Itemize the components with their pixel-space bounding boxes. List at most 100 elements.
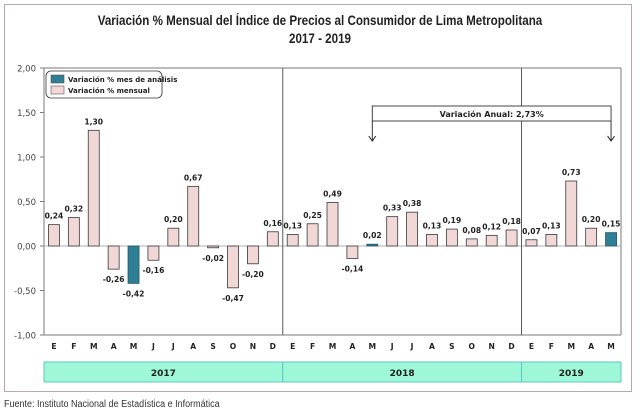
- x-tick-label: F: [71, 342, 76, 351]
- bar: [485, 234, 498, 247]
- chart-subtitle: 2017 - 2019: [289, 31, 351, 46]
- bar: [107, 245, 120, 270]
- x-tick-label: M: [90, 342, 98, 351]
- x-tick-label: F: [310, 342, 315, 351]
- x-tick-label: F: [549, 342, 554, 351]
- x-tick-label: E: [290, 342, 295, 351]
- bar: [426, 234, 438, 247]
- x-tick-label: N: [488, 342, 494, 351]
- x-tick-label: M: [130, 342, 138, 351]
- value-label: -0,20: [242, 270, 264, 279]
- year-label: 2018: [390, 369, 415, 379]
- bar: [286, 234, 299, 247]
- year-label: 2017: [151, 369, 176, 379]
- value-label: 0,16: [263, 219, 282, 228]
- bar: [266, 231, 279, 247]
- chart-frame: [4, 4, 632, 392]
- bar: [525, 239, 538, 247]
- annotation-box: [371, 105, 612, 122]
- x-tick-label: D: [508, 342, 514, 351]
- value-label: -0,42: [123, 289, 145, 298]
- bar: [406, 211, 418, 247]
- legend-label: Variación % mes de análisis: [68, 76, 177, 84]
- x-tick-label: S: [449, 342, 454, 351]
- x-tick-label: J: [390, 342, 394, 351]
- bar: [87, 129, 100, 247]
- value-label: 0,19: [443, 216, 462, 225]
- year-label: 2019: [559, 369, 584, 379]
- x-tick-label: M: [567, 342, 575, 351]
- bars: [48, 129, 617, 289]
- legend-label: Variación % mensual: [68, 87, 150, 95]
- y-tick-label: -1,00: [14, 332, 36, 342]
- y-tick-label: 1,50: [17, 109, 36, 119]
- value-label: 0,07: [522, 227, 541, 236]
- value-label: 0,49: [323, 189, 342, 198]
- x-tick-label: O: [469, 342, 476, 351]
- value-label: 0,32: [64, 205, 83, 214]
- x-tick-label: J: [171, 342, 175, 351]
- year-band: [521, 361, 622, 383]
- value-label: -0,16: [142, 266, 164, 275]
- y-tick-label: 1,00: [17, 154, 36, 164]
- x-tick-label: O: [230, 342, 237, 351]
- bar: [465, 238, 478, 247]
- value-label: 0,08: [462, 226, 481, 235]
- bar-highlight: [366, 243, 379, 247]
- bar: [227, 245, 239, 289]
- bar: [306, 223, 319, 247]
- bar: [48, 224, 60, 247]
- value-labels: 0,240,32 1,30 -0,26 -0,42 -0,16 0,20 0,67 -0,02…: [45, 117, 621, 303]
- value-label: 1,30: [84, 117, 103, 126]
- chart-title-main: Variación % Mensual del Índice de Precio…: [97, 13, 543, 28]
- year-bands: 2017 2018 2019: [43, 361, 622, 383]
- chart-title: Variación % Mensual del Índice de Precio…: [45, 12, 595, 48]
- bar: [346, 245, 359, 259]
- value-label: -0,14: [341, 264, 363, 273]
- value-label: 0,33: [383, 204, 402, 213]
- value-label: 0,13: [423, 221, 442, 230]
- legend-swatch: [50, 85, 65, 95]
- bar: [187, 185, 200, 247]
- x-tick-label: A: [349, 342, 355, 351]
- bar: [167, 227, 180, 247]
- annotation-arrow-head: [368, 135, 377, 142]
- bar-highlight: [605, 232, 617, 247]
- value-label: 0,73: [562, 168, 581, 177]
- y-tick-label: 0,50: [17, 198, 36, 208]
- x-tick-label: A: [429, 342, 435, 351]
- x-tick-label: A: [190, 342, 196, 351]
- x-tick-label: N: [250, 342, 256, 351]
- annotation-text: Variación Anual: 2,73%: [440, 109, 544, 119]
- value-label: -0,26: [103, 275, 125, 284]
- bar: [545, 234, 558, 247]
- bar: [585, 227, 598, 247]
- value-label: -0,47: [222, 294, 244, 303]
- x-tick-label: A: [588, 342, 594, 351]
- x-tick-label: S: [210, 342, 215, 351]
- value-label: 0,38: [403, 199, 422, 208]
- value-label: 0,15: [602, 220, 621, 229]
- x-tick-label: M: [607, 342, 615, 351]
- bar: [565, 180, 578, 247]
- legend-swatch: [50, 74, 65, 84]
- bar: [147, 245, 160, 261]
- source-note: Fuente: Instituto Nacional de Estadístic…: [4, 399, 220, 410]
- y-tick-label: 0,00: [17, 243, 36, 253]
- value-label: 0,13: [542, 221, 561, 230]
- value-label: 0,02: [363, 231, 382, 240]
- legend-box: [45, 70, 163, 99]
- annual-variation-annotation: Variación Anual: 2,73%: [368, 105, 615, 142]
- value-label: 0,67: [184, 173, 203, 182]
- annotation-arrow-head: [607, 135, 615, 142]
- value-label: 0,13: [283, 221, 302, 230]
- x-tick-label: D: [270, 342, 276, 351]
- y-tick-label: -0,50: [14, 287, 36, 297]
- bar: [247, 245, 259, 265]
- bar: [207, 245, 220, 249]
- value-label: 0,25: [303, 211, 322, 220]
- x-tick-label: M: [369, 342, 377, 351]
- bar: [67, 217, 80, 247]
